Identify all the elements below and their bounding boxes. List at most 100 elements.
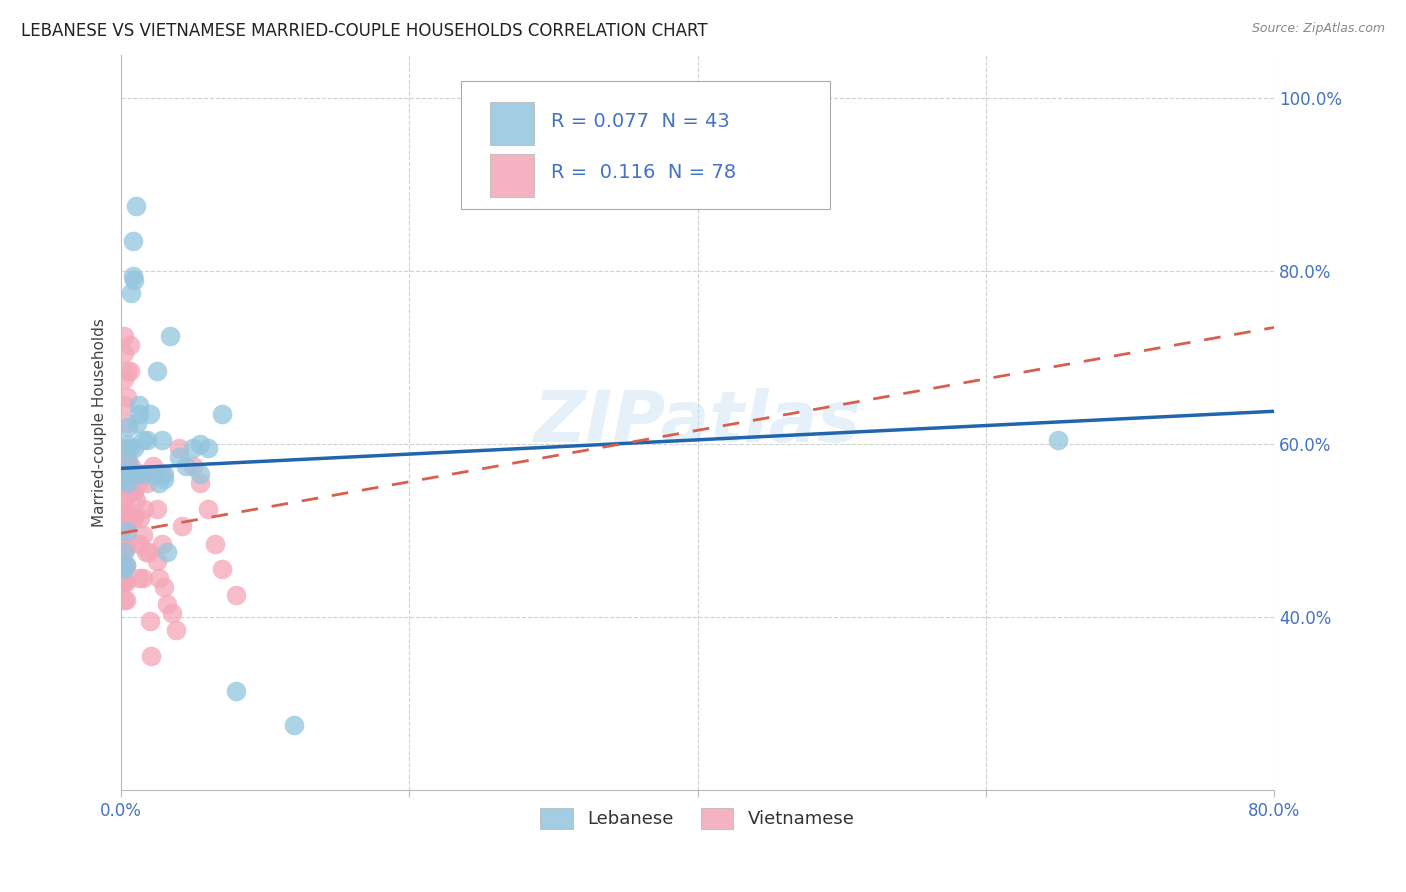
- Point: [112, 541, 135, 555]
- Point: [142, 467, 165, 482]
- FancyBboxPatch shape: [491, 153, 534, 196]
- Point: [124, 493, 146, 508]
- Point: [117, 458, 139, 473]
- Point: [174, 458, 197, 473]
- Point: [132, 433, 155, 447]
- Point: [114, 519, 136, 533]
- Point: [225, 589, 247, 603]
- Point: [122, 484, 145, 499]
- Point: [115, 390, 138, 404]
- Point: [117, 476, 139, 491]
- Point: [132, 467, 155, 482]
- Point: [139, 615, 162, 629]
- Point: [111, 472, 134, 486]
- Point: [117, 510, 139, 524]
- Point: [125, 416, 148, 430]
- Point: [114, 458, 136, 473]
- Point: [136, 476, 159, 491]
- Point: [150, 467, 173, 482]
- Point: [160, 606, 183, 620]
- Text: ZIPatlas: ZIPatlas: [534, 388, 862, 457]
- Point: [112, 398, 135, 412]
- Point: [283, 718, 305, 732]
- Point: [197, 502, 219, 516]
- Point: [114, 575, 136, 590]
- Point: [148, 571, 170, 585]
- Point: [153, 467, 176, 482]
- Point: [115, 364, 138, 378]
- Point: [115, 524, 138, 538]
- Point: [120, 458, 142, 473]
- Point: [122, 442, 145, 456]
- Point: [146, 502, 169, 516]
- Point: [141, 648, 163, 663]
- Point: [117, 454, 139, 468]
- Point: [134, 502, 156, 516]
- Point: [112, 575, 135, 590]
- Point: [120, 285, 142, 300]
- Point: [115, 416, 138, 430]
- Point: [136, 433, 159, 447]
- Point: [135, 545, 157, 559]
- Point: [129, 510, 152, 524]
- Point: [132, 571, 155, 585]
- Point: [225, 683, 247, 698]
- Point: [197, 442, 219, 456]
- Text: Source: ZipAtlas.com: Source: ZipAtlas.com: [1251, 22, 1385, 36]
- Point: [111, 558, 134, 573]
- Point: [117, 536, 139, 550]
- Point: [112, 519, 135, 533]
- Point: [159, 329, 181, 343]
- Y-axis label: Married-couple Households: Married-couple Households: [93, 318, 107, 527]
- Point: [124, 467, 146, 482]
- Point: [138, 545, 160, 559]
- Point: [132, 467, 155, 482]
- Point: [139, 407, 162, 421]
- Point: [115, 442, 138, 456]
- Point: [112, 493, 135, 508]
- Point: [150, 536, 173, 550]
- Point: [114, 592, 136, 607]
- Point: [153, 472, 176, 486]
- Point: [181, 442, 204, 456]
- Point: [112, 592, 135, 607]
- Point: [170, 519, 193, 533]
- Text: LEBANESE VS VIETNAMESE MARRIED-COUPLE HOUSEHOLDS CORRELATION CHART: LEBANESE VS VIETNAMESE MARRIED-COUPLE HO…: [21, 22, 707, 40]
- Point: [117, 420, 139, 434]
- Point: [118, 467, 141, 482]
- Point: [128, 398, 150, 412]
- Point: [111, 458, 134, 473]
- Point: [190, 437, 212, 451]
- Point: [111, 519, 134, 533]
- Point: [124, 199, 146, 213]
- Point: [111, 476, 134, 491]
- Point: [112, 372, 135, 386]
- Point: [128, 407, 150, 421]
- Point: [118, 467, 141, 482]
- Point: [118, 442, 141, 456]
- Point: [156, 597, 179, 611]
- Point: [128, 476, 150, 491]
- Point: [118, 337, 141, 351]
- Point: [112, 467, 135, 482]
- Point: [112, 346, 135, 360]
- Point: [156, 545, 179, 559]
- Point: [121, 484, 143, 499]
- Point: [190, 476, 212, 491]
- Point: [111, 502, 134, 516]
- Point: [114, 558, 136, 573]
- Point: [153, 580, 176, 594]
- FancyBboxPatch shape: [491, 103, 534, 145]
- Point: [146, 364, 169, 378]
- Point: [114, 541, 136, 555]
- Point: [128, 536, 150, 550]
- Point: [167, 442, 190, 456]
- Point: [117, 484, 139, 499]
- Point: [129, 467, 152, 482]
- Point: [128, 571, 150, 585]
- Point: [204, 536, 226, 550]
- Legend: Lebanese, Vietnamese: Lebanese, Vietnamese: [533, 801, 862, 836]
- Point: [1046, 433, 1069, 447]
- Point: [122, 273, 145, 287]
- Point: [121, 234, 143, 248]
